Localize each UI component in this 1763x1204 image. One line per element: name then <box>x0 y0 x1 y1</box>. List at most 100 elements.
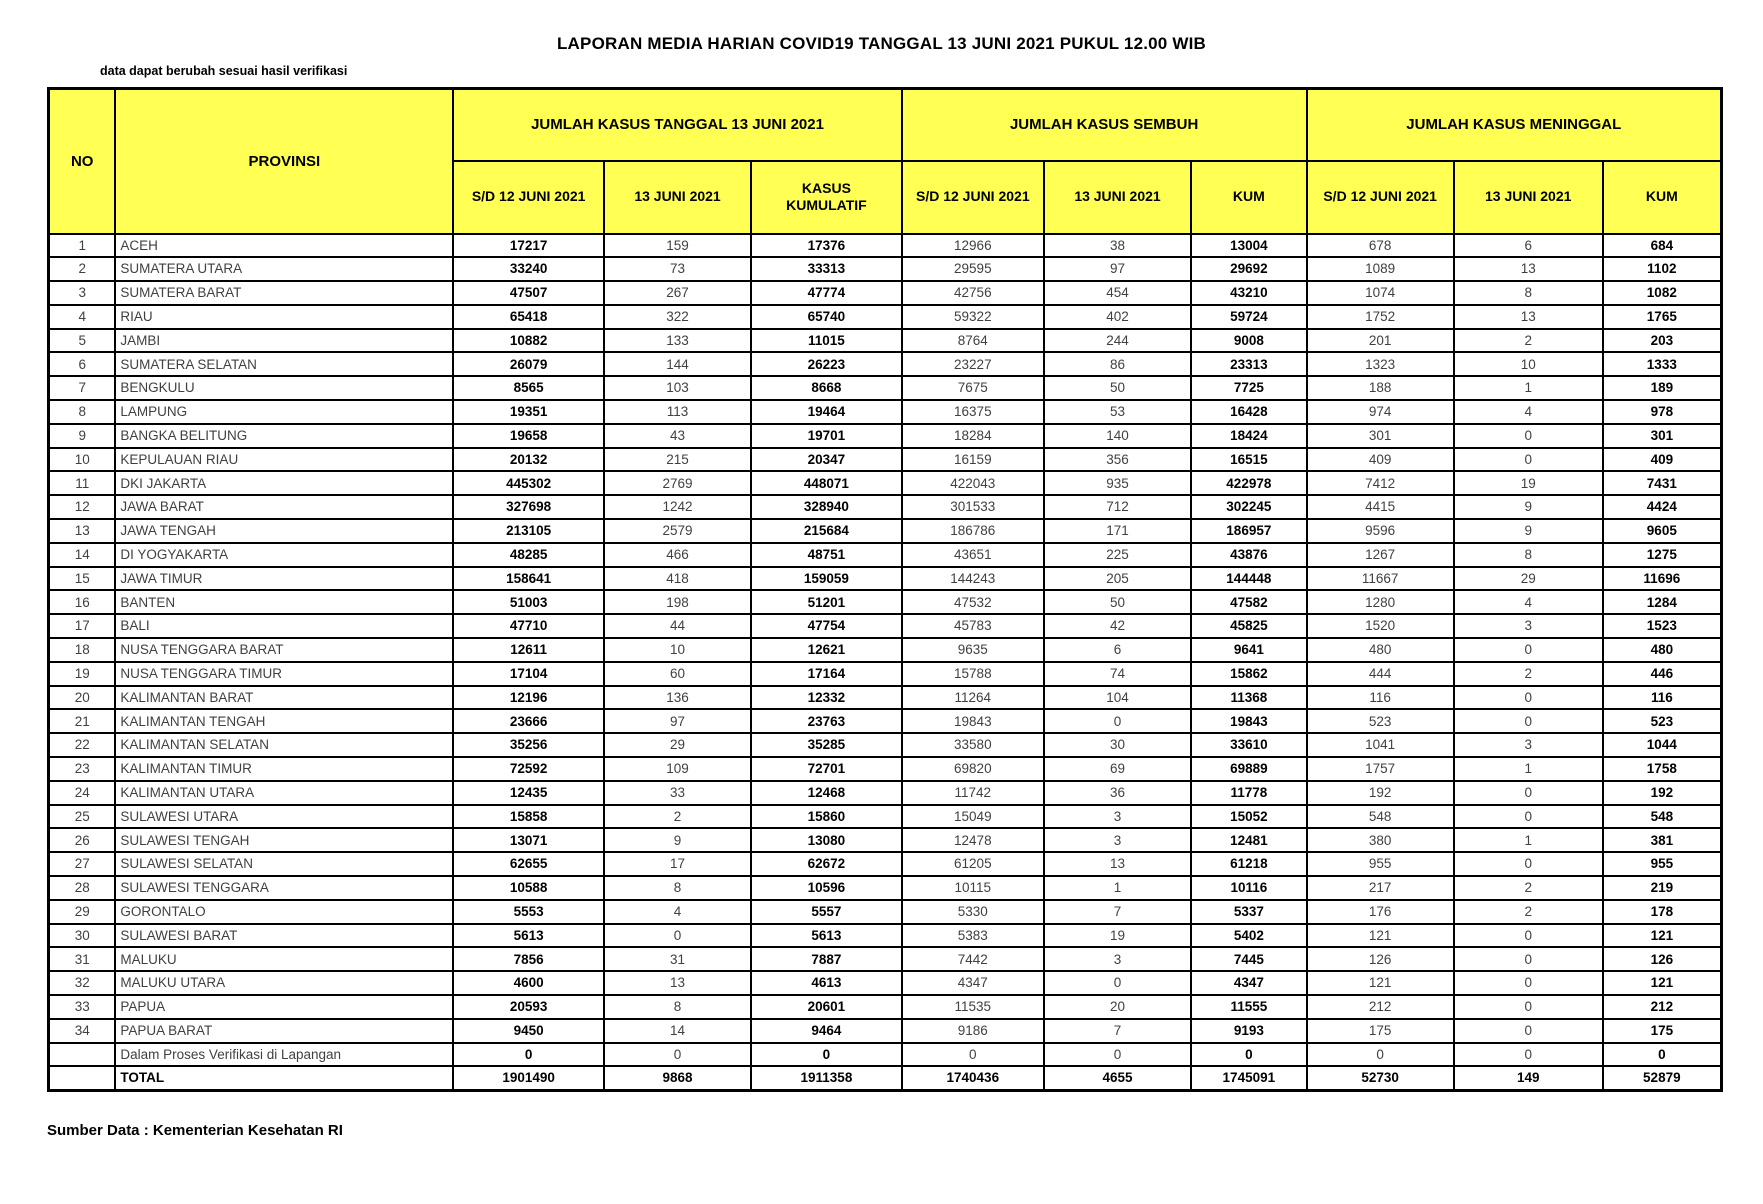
table-cell: 52879 <box>1601 1065 1723 1092</box>
table-cell: 19843 <box>900 708 1045 735</box>
table-cell: 109 <box>602 756 753 782</box>
table-cell: 219 <box>1601 875 1723 901</box>
table-cell: 116 <box>1601 684 1723 711</box>
table-cell: 978 <box>1601 399 1723 425</box>
table-cell: 72701 <box>750 756 903 782</box>
province-name: BENGKULU <box>114 375 455 402</box>
table-cell: 19 <box>1452 470 1604 497</box>
table-cell: 9193 <box>1190 1017 1308 1044</box>
table-cell: 17217 <box>452 232 605 259</box>
table-row: 5 JAMBI 10882 133 11015 8764 244 9008 201 2 203 <box>47 327 1723 354</box>
table-cell: 7412 <box>1305 470 1455 497</box>
table-cell: 29595 <box>900 256 1045 283</box>
province-name: NUSA TENGGARA TIMUR <box>114 660 455 687</box>
table-cell: 13 <box>602 970 753 996</box>
table-cell: 1523 <box>1601 613 1723 640</box>
table-cell: 65418 <box>452 303 605 330</box>
table-cell: 2 <box>602 803 753 830</box>
table-cell: 61205 <box>900 851 1045 878</box>
table-cell: 13 <box>1042 851 1193 878</box>
table-row: 23 KALIMANTAN TIMUR 72592 109 72701 69820 69 69… <box>47 756 1723 782</box>
table-cell: 9464 <box>750 1017 903 1044</box>
province-name: PAPUA BARAT <box>114 1017 455 1044</box>
row-number: 15 <box>47 565 117 592</box>
table-cell: 409 <box>1305 446 1455 473</box>
group-header-kasus: JUMLAH KASUS TANGGAL 13 JUNI 2021 <box>452 87 903 162</box>
province-name: MALUKU UTARA <box>114 970 455 996</box>
table-cell: 712 <box>1042 494 1193 521</box>
table-cell: 0 <box>1305 1041 1455 1068</box>
province-name: KALIMANTAN SELATAN <box>114 732 455 759</box>
table-cell: 4655 <box>1042 1065 1193 1092</box>
table-cell: 12621 <box>750 637 903 663</box>
row-number: 17 <box>47 613 117 640</box>
province-name: BANGKA BELITUNG <box>114 422 455 449</box>
table-cell: 33313 <box>750 256 903 283</box>
table-cell: 1089 <box>1305 256 1455 283</box>
table-row: 7 BENGKULU 8565 103 8668 7675 50 7725 188 1 189 <box>47 375 1723 402</box>
table-row: 11 DKI JAKARTA 445302 2769 448071 422043 935 42… <box>47 470 1723 497</box>
table-cell: 955 <box>1305 851 1455 878</box>
table-cell: 9605 <box>1601 518 1723 544</box>
table-cell: 1 <box>1452 756 1604 782</box>
table-cell: 480 <box>1601 637 1723 663</box>
row-number <box>47 1065 117 1092</box>
table-cell: 16159 <box>900 446 1045 473</box>
row-number: 34 <box>47 1017 117 1044</box>
table-cell: 9450 <box>452 1017 605 1044</box>
table-cell: 186786 <box>900 518 1045 544</box>
table-row: 9 BANGKA BELITUNG 19658 43 19701 18284 140 1842… <box>47 422 1723 449</box>
col-header-provinsi: PROVINSI <box>114 87 455 235</box>
table-cell: 1242 <box>602 494 753 521</box>
total-row: TOTAL 1901490 9868 1911358 1740436 4655 174509… <box>47 1065 1723 1092</box>
province-name: KALIMANTAN UTARA <box>114 779 455 806</box>
table-cell: 684 <box>1601 232 1723 259</box>
table-cell: 0 <box>900 1041 1045 1068</box>
table-cell: 0 <box>1452 922 1604 949</box>
table-cell: 1752 <box>1305 303 1455 330</box>
table-cell: 1323 <box>1305 351 1455 378</box>
table-cell: 6 <box>1452 232 1604 259</box>
table-cell: 418 <box>602 565 753 592</box>
table-cell: 10 <box>602 637 753 663</box>
table-cell: 446 <box>1601 660 1723 687</box>
province-name: JAWA TENGAH <box>114 518 455 544</box>
table-cell: 244 <box>1042 327 1193 354</box>
table-cell: 0 <box>1452 994 1604 1020</box>
table-cell: 3 <box>1042 827 1193 854</box>
table-cell: 188 <box>1305 375 1455 402</box>
table-cell: 8 <box>602 994 753 1020</box>
table-cell: 7725 <box>1190 375 1308 402</box>
table-cell: 7 <box>1042 1017 1193 1044</box>
table-cell: 50 <box>1042 375 1193 402</box>
table-cell: 19351 <box>452 399 605 425</box>
table-cell: 9641 <box>1190 637 1308 663</box>
table-cell: 23313 <box>1190 351 1308 378</box>
table-cell: 11015 <box>750 327 903 354</box>
table-cell: 0 <box>1452 779 1604 806</box>
table-row: 24 KALIMANTAN UTARA 12435 33 12468 11742 36 117… <box>47 779 1723 806</box>
table-cell: 11264 <box>900 684 1045 711</box>
table-cell: 29 <box>602 732 753 759</box>
table-row: 18 NUSA TENGGARA BARAT 12611 10 12621 9635 6 96… <box>47 637 1723 663</box>
table-cell: 48751 <box>750 541 903 568</box>
table-cell: 12435 <box>452 779 605 806</box>
table-cell: 480 <box>1305 637 1455 663</box>
table-cell: 31 <box>602 946 753 973</box>
table-cell: 15862 <box>1190 660 1308 687</box>
table-cell: 1284 <box>1601 589 1723 616</box>
table-cell: 33580 <box>900 732 1045 759</box>
table-cell: 45825 <box>1190 613 1308 640</box>
table-cell: 7442 <box>900 946 1045 973</box>
table-cell: 36 <box>1042 779 1193 806</box>
table-cell: 47532 <box>900 589 1045 616</box>
table-cell: 8 <box>1452 280 1604 306</box>
table-cell: 121 <box>1601 970 1723 996</box>
table-cell: 4 <box>1452 399 1604 425</box>
province-name: JAWA BARAT <box>114 494 455 521</box>
row-number: 9 <box>47 422 117 449</box>
table-cell: 5553 <box>452 898 605 925</box>
col-header-meninggal-kum: KUM <box>1601 159 1723 235</box>
table-cell: 448071 <box>750 470 903 497</box>
table-cell: 2 <box>1452 660 1604 687</box>
